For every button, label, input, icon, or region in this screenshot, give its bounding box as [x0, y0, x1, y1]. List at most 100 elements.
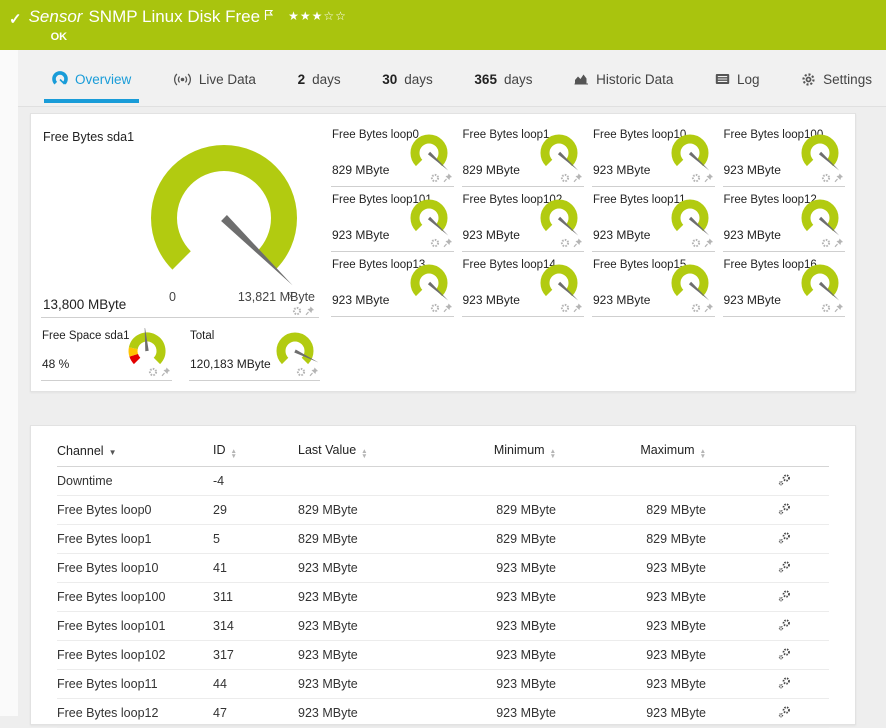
- gauge-tile-value: 923 MByte: [463, 293, 520, 307]
- gear-icon[interactable]: [560, 303, 570, 313]
- channel-settings-icon[interactable]: [778, 502, 791, 515]
- channel-cell: Free Bytes loop12: [57, 699, 213, 728]
- pin-icon[interactable]: [704, 238, 714, 248]
- id-cell: 311: [213, 583, 298, 612]
- gear-icon[interactable]: [430, 238, 440, 248]
- flag-icon[interactable]: [264, 8, 274, 26]
- gauge-tile-value: 829 MByte: [463, 163, 520, 177]
- channel-settings-icon[interactable]: [778, 531, 791, 544]
- table-row[interactable]: Free Bytes loop10 41 923 MByte 923 MByte…: [57, 554, 829, 583]
- pin-icon[interactable]: [309, 367, 319, 377]
- table-row[interactable]: Free Bytes loop11 44 923 MByte 923 MByte…: [57, 670, 829, 699]
- gauge-tile: Free Space sda1 48 %: [41, 326, 172, 381]
- pin-icon[interactable]: [443, 173, 453, 183]
- main-gauge-tile: Free Bytes sda1 x̄ 0 13,821 MByte 13,800…: [41, 122, 319, 318]
- gear-icon[interactable]: [148, 367, 158, 377]
- column-header-id[interactable]: ID▲▼: [213, 438, 298, 467]
- pin-icon[interactable]: [443, 238, 453, 248]
- gauge-tile-value: 923 MByte: [332, 293, 389, 307]
- channel-cell: Free Bytes loop102: [57, 641, 213, 670]
- maximum-cell: 923 MByte: [556, 670, 706, 699]
- table-row[interactable]: Free Bytes loop101 314 923 MByte 923 MBy…: [57, 612, 829, 641]
- gauge: [405, 260, 453, 308]
- gear-icon[interactable]: [560, 238, 570, 248]
- gear-icon[interactable]: [691, 173, 701, 183]
- maximum-cell: 923 MByte: [556, 612, 706, 641]
- gauge-tile: Free Bytes loop12 923 MByte: [723, 187, 846, 252]
- id-cell: -4: [213, 467, 298, 496]
- tab-overview[interactable]: Overview: [44, 59, 139, 103]
- gauge-tile: Free Bytes loop0 829 MByte: [331, 122, 454, 187]
- column-header-channel[interactable]: Channel▼: [57, 438, 213, 467]
- column-header-minimum[interactable]: Minimum▲▼: [468, 438, 556, 467]
- main-gauge: x̄: [137, 134, 312, 309]
- id-cell: 317: [213, 641, 298, 670]
- pin-icon[interactable]: [704, 173, 714, 183]
- pin-icon[interactable]: [573, 173, 583, 183]
- sensor-title: SNMP Linux Disk Free: [88, 7, 260, 27]
- gauge-tile: Free Bytes loop13 923 MByte: [331, 252, 454, 317]
- gear-icon[interactable]: [821, 173, 831, 183]
- sort-icon: ▲▼: [550, 449, 556, 459]
- gear-icon[interactable]: [691, 238, 701, 248]
- gear-icon[interactable]: [821, 303, 831, 313]
- tab-2-days[interactable]: 2 days: [290, 59, 349, 103]
- pin-icon[interactable]: [834, 303, 844, 313]
- gauge: [405, 130, 453, 178]
- pin-icon[interactable]: [573, 303, 583, 313]
- channel-settings-icon[interactable]: [778, 473, 791, 486]
- maximum-cell: 829 MByte: [556, 496, 706, 525]
- tab-365-days[interactable]: 365 days: [466, 59, 540, 103]
- gear-icon[interactable]: [292, 306, 302, 316]
- table-row[interactable]: Free Bytes loop0 29 829 MByte 829 MByte …: [57, 496, 829, 525]
- id-cell: 41: [213, 554, 298, 583]
- channel-cell: Downtime: [57, 467, 213, 496]
- gauge: [796, 130, 844, 178]
- pin-icon[interactable]: [834, 238, 844, 248]
- tab-30-days[interactable]: 30 days: [374, 59, 441, 103]
- gear-icon[interactable]: [691, 303, 701, 313]
- pin-icon[interactable]: [834, 173, 844, 183]
- gear-icon[interactable]: [560, 173, 570, 183]
- gauge: [405, 195, 453, 243]
- gauge: [796, 260, 844, 308]
- pin-icon[interactable]: [573, 238, 583, 248]
- gear-icon[interactable]: [296, 367, 306, 377]
- channel-settings-icon[interactable]: [778, 705, 791, 718]
- channel-settings-icon[interactable]: [778, 647, 791, 660]
- tab-historic-data[interactable]: Historic Data: [566, 59, 681, 103]
- channel-settings-icon[interactable]: [778, 589, 791, 602]
- gear-icon[interactable]: [430, 303, 440, 313]
- channel-settings-icon[interactable]: [778, 676, 791, 689]
- gauge-tile: Free Bytes loop1 829 MByte: [462, 122, 585, 187]
- pin-icon[interactable]: [704, 303, 714, 313]
- gauge-tile-value: 13,800 MByte: [43, 297, 126, 312]
- pin-icon[interactable]: [305, 306, 315, 316]
- table-row[interactable]: Downtime -4: [57, 467, 829, 496]
- table-row[interactable]: Free Bytes loop12 47 923 MByte 923 MByte…: [57, 699, 829, 728]
- channel-settings-icon[interactable]: [778, 560, 791, 573]
- gauge-tile-value: 923 MByte: [593, 293, 650, 307]
- table-row[interactable]: Free Bytes loop100 311 923 MByte 923 MBy…: [57, 583, 829, 612]
- gear-icon[interactable]: [430, 173, 440, 183]
- tab-settings[interactable]: Settings: [793, 59, 880, 103]
- tab-number: 365: [474, 72, 497, 87]
- status-ok-check-icon: ✓: [9, 10, 22, 28]
- table-header-row: Channel▼ ID▲▼ Last Value▲▼ Minimum▲▼ Max…: [57, 438, 829, 467]
- tab-label: Historic Data: [596, 72, 673, 87]
- gauge-tile-title: Free Bytes sda1: [43, 130, 134, 144]
- tab-live-data[interactable]: Live Data: [165, 59, 264, 103]
- column-header-last-value[interactable]: Last Value▲▼: [298, 438, 468, 467]
- gauge-tile-value: 923 MByte: [593, 228, 650, 242]
- tab-log[interactable]: Log: [707, 59, 768, 103]
- pin-icon[interactable]: [161, 367, 171, 377]
- pin-icon[interactable]: [443, 303, 453, 313]
- table-row[interactable]: Free Bytes loop102 317 923 MByte 923 MBy…: [57, 641, 829, 670]
- channel-settings-icon[interactable]: [778, 618, 791, 631]
- priority-stars[interactable]: ★★★☆☆: [288, 9, 347, 23]
- column-header-maximum[interactable]: Maximum▲▼: [556, 438, 706, 467]
- gauge-tile-value: 923 MByte: [332, 228, 389, 242]
- page-left-margin: [0, 50, 18, 716]
- gear-icon[interactable]: [821, 238, 831, 248]
- table-row[interactable]: Free Bytes loop1 5 829 MByte 829 MByte 8…: [57, 525, 829, 554]
